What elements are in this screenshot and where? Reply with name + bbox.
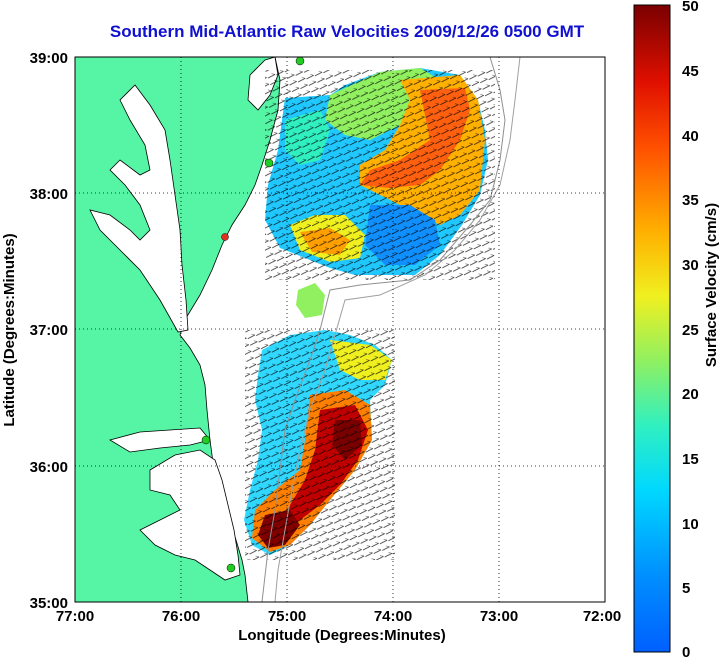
colorbar-tick-label: 0 [682, 644, 690, 659]
radar-station [295, 57, 305, 66]
y-tick-label: 35:00 [30, 595, 68, 612]
x-tick-label: 76:00 [162, 608, 200, 625]
y-tick-label: 38:00 [30, 186, 68, 203]
velocity-field-center [296, 283, 325, 318]
x-tick-label: 75:00 [268, 608, 306, 625]
y-tick-label: 37:00 [30, 322, 68, 339]
colorbar-tick-label: 5 [682, 580, 690, 597]
velocity-field-north [265, 68, 495, 280]
colorbar-tick-label: 10 [682, 516, 699, 533]
x-tick-label: 74:00 [374, 608, 412, 625]
velocity-field-south [244, 330, 395, 560]
x-tick-label: 77:00 [56, 608, 94, 625]
grid [75, 57, 605, 602]
y-tick-label: 39:00 [30, 50, 68, 67]
x-tick-labels: 77:00 76:00 75:00 74:00 73:00 72:00 [56, 608, 621, 625]
y-axis-label: Latitude (Degrees:Minutes) [1, 233, 18, 426]
colorbar-tick-label: 40 [682, 128, 699, 145]
colorbar-tick-labels: 50 45 40 35 30 25 20 15 10 5 0 [682, 0, 699, 659]
y-tick-labels: 39:00 38:00 37:00 36:00 35:00 [30, 50, 68, 612]
colorbar-tick-label: 35 [682, 192, 699, 209]
colorbar-tick-label: 45 [682, 63, 699, 80]
colorbar [633, 4, 671, 653]
colorbar-tick-label: 30 [682, 257, 699, 274]
radar-station [221, 233, 229, 241]
plot-border [74, 56, 606, 603]
x-tick-label: 72:00 [583, 608, 621, 625]
radar-station [226, 563, 236, 573]
colorbar-tick-label: 20 [682, 386, 699, 403]
x-axis-label: Longitude (Degrees:Minutes) [238, 627, 446, 644]
shelf-contour [261, 57, 506, 602]
radar-station [201, 435, 211, 445]
x-tick-label: 73:00 [480, 608, 518, 625]
pamlico-sound [139, 449, 241, 581]
colorbar-tick-label: 50 [682, 0, 699, 15]
colorbar-label: Surface Velocity (cm/s) [703, 203, 720, 367]
radar-station [264, 158, 274, 168]
shelf-contour-outer [274, 57, 521, 602]
colorbar-tick-label: 15 [682, 451, 699, 468]
chesapeake-bay [89, 84, 189, 333]
colorbar-tick-label: 25 [682, 322, 699, 339]
map-title: Southern Mid-Atlantic Raw Velocities 200… [109, 22, 585, 41]
y-tick-label: 36:00 [30, 459, 68, 476]
